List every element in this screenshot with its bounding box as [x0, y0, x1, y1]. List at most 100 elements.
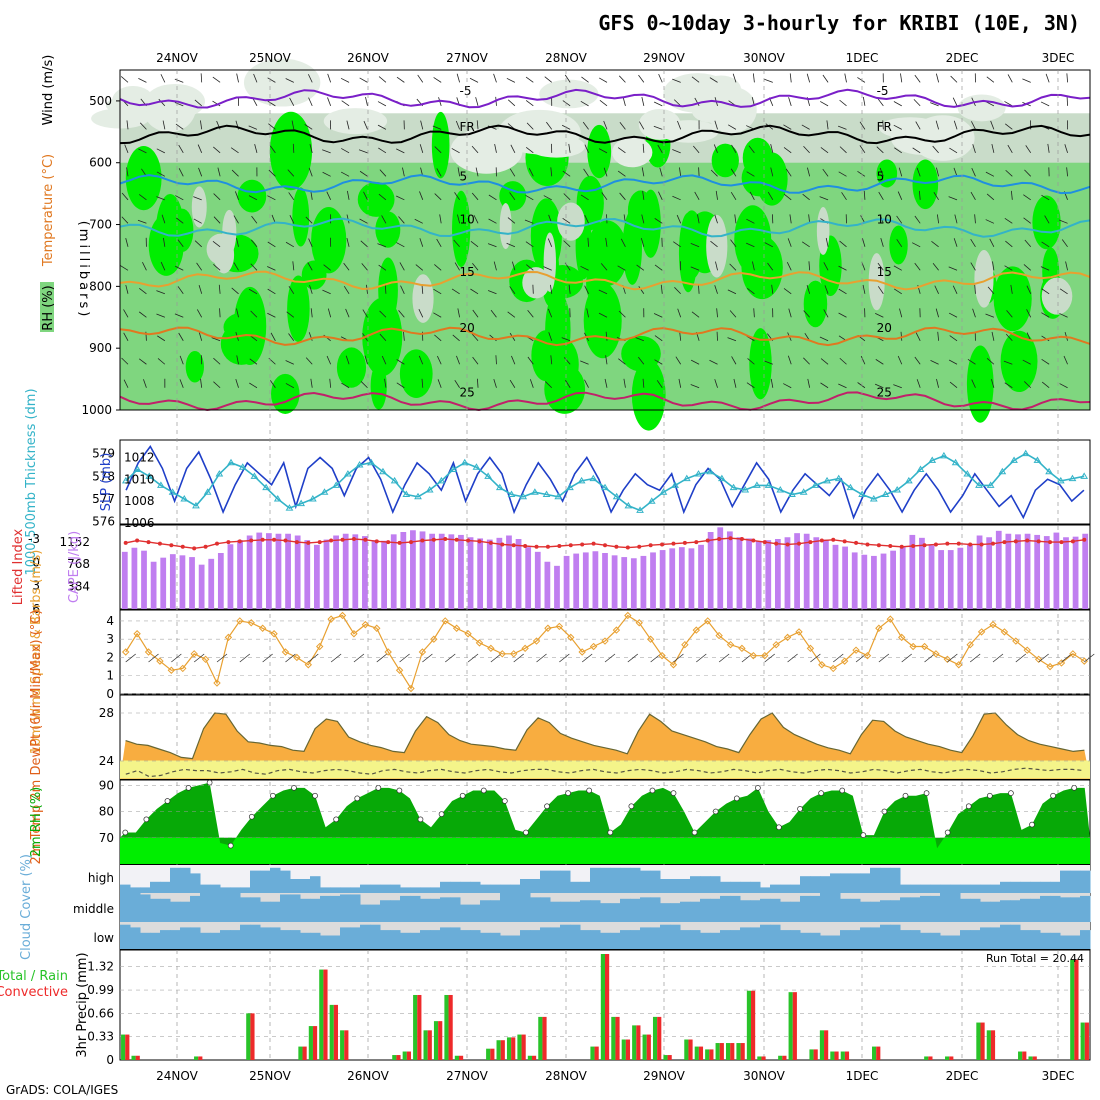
cloud-bar [910, 930, 921, 949]
lifted-index-point [180, 544, 185, 549]
pressure-tick-label: 700 [89, 218, 112, 232]
cloud-bar [580, 930, 591, 949]
wind-barb [568, 284, 571, 294]
cloud-bar [450, 927, 461, 949]
wind-barb [157, 335, 166, 342]
wind-barb [506, 242, 516, 248]
thickness-point [530, 488, 539, 495]
thickness-point [168, 488, 177, 495]
rh-patch [912, 159, 939, 210]
wind-barb [948, 196, 958, 201]
rh2m-point [312, 792, 318, 799]
cloud-bar [670, 903, 681, 922]
rh-patch [993, 266, 1032, 332]
cloud-bar [660, 924, 671, 949]
lifted-index-point [865, 542, 870, 547]
precip-convective-bar [709, 1049, 714, 1060]
wind-barb [487, 290, 497, 295]
cloud-bar [300, 879, 311, 893]
lifted-ylabel: Lifted Index [11, 528, 26, 605]
wind-barb [138, 194, 147, 201]
pressure-tick-label: 1000 [81, 403, 112, 417]
thickness-point [355, 461, 364, 468]
wind-barb [622, 97, 626, 106]
precip-total-bar [329, 1004, 334, 1060]
wind-barb [819, 196, 829, 201]
cloud-bar [840, 930, 851, 949]
wind-barb [236, 308, 239, 318]
cape-bar [823, 539, 829, 609]
wind-barb [547, 308, 553, 318]
cloud-bar [1060, 897, 1071, 922]
cloud-bar [230, 893, 241, 922]
wind-barb [583, 168, 589, 177]
cloud-bar [510, 893, 521, 922]
wind-barb [952, 97, 958, 107]
precip-total-bar [298, 1046, 303, 1060]
wind-barb [329, 378, 332, 388]
wind-barb [267, 312, 276, 318]
wind-barb [488, 218, 497, 224]
wind-barb [875, 359, 884, 365]
wind-barb [619, 121, 626, 130]
wind-barb [156, 290, 165, 295]
cloud-bar [900, 930, 911, 949]
cape-bar [390, 534, 397, 609]
wind-barb [1024, 381, 1032, 389]
wind-barb [377, 243, 387, 248]
wind-barb [378, 76, 387, 83]
cloud-bar [760, 924, 771, 949]
wind-barb [200, 73, 203, 83]
cloud-bar [470, 881, 481, 893]
lifted-index-point [580, 542, 585, 547]
precip-convective-bar [813, 1049, 818, 1060]
wind-barb-10m [1038, 653, 1049, 663]
precip-tick-label: 0.99 [87, 983, 114, 997]
rh2m-point [185, 785, 192, 791]
cloud-bar [1020, 898, 1031, 922]
wind-barb [935, 73, 940, 83]
cloud-bar [780, 930, 791, 949]
wind-barb [236, 73, 239, 83]
rh2m-tick-label: 80 [99, 805, 114, 819]
wind-barb [526, 264, 534, 271]
lifted-index-point [420, 538, 425, 543]
precip-total-bar [976, 1022, 981, 1060]
lifted-index-point [135, 538, 140, 543]
wind-barb [396, 359, 405, 365]
cape-bar [611, 555, 618, 609]
wind-barb [785, 168, 792, 177]
cape-bar [323, 539, 330, 609]
wind-barb [268, 169, 276, 177]
wind-speed-point [144, 648, 153, 656]
rh-patch-grey [557, 202, 585, 241]
wind-barb [788, 308, 792, 318]
wind-barb [893, 384, 902, 389]
wind-barb [178, 332, 184, 341]
rh2m-point [691, 829, 698, 836]
wind-barb [660, 284, 663, 294]
wind-barb [954, 214, 958, 224]
precip-total-bar [402, 1051, 407, 1060]
wind-barb [767, 191, 774, 201]
wind-barb [179, 379, 184, 388]
wind-barb [729, 263, 737, 271]
cloud-bar [160, 881, 171, 893]
wind-barb [933, 191, 939, 201]
rh2m-point [417, 816, 424, 823]
cloud-bar [880, 900, 891, 922]
precip-convective-bar [312, 1026, 318, 1060]
lifted-index-point [751, 538, 756, 543]
cloud-bar [190, 895, 201, 922]
upper-ylabel: (millibars) [76, 221, 91, 320]
cloud-bar [960, 930, 971, 949]
lifted-index-point [614, 544, 619, 549]
wind-barb [288, 333, 295, 341]
cloud-bar [870, 867, 881, 893]
wind-barb [506, 77, 516, 83]
wind-barb-10m [581, 653, 593, 663]
lifted-index-point [1059, 540, 1064, 545]
cloud-bar [870, 901, 881, 922]
thickness-point [449, 465, 457, 473]
cloud-bar [660, 903, 671, 922]
